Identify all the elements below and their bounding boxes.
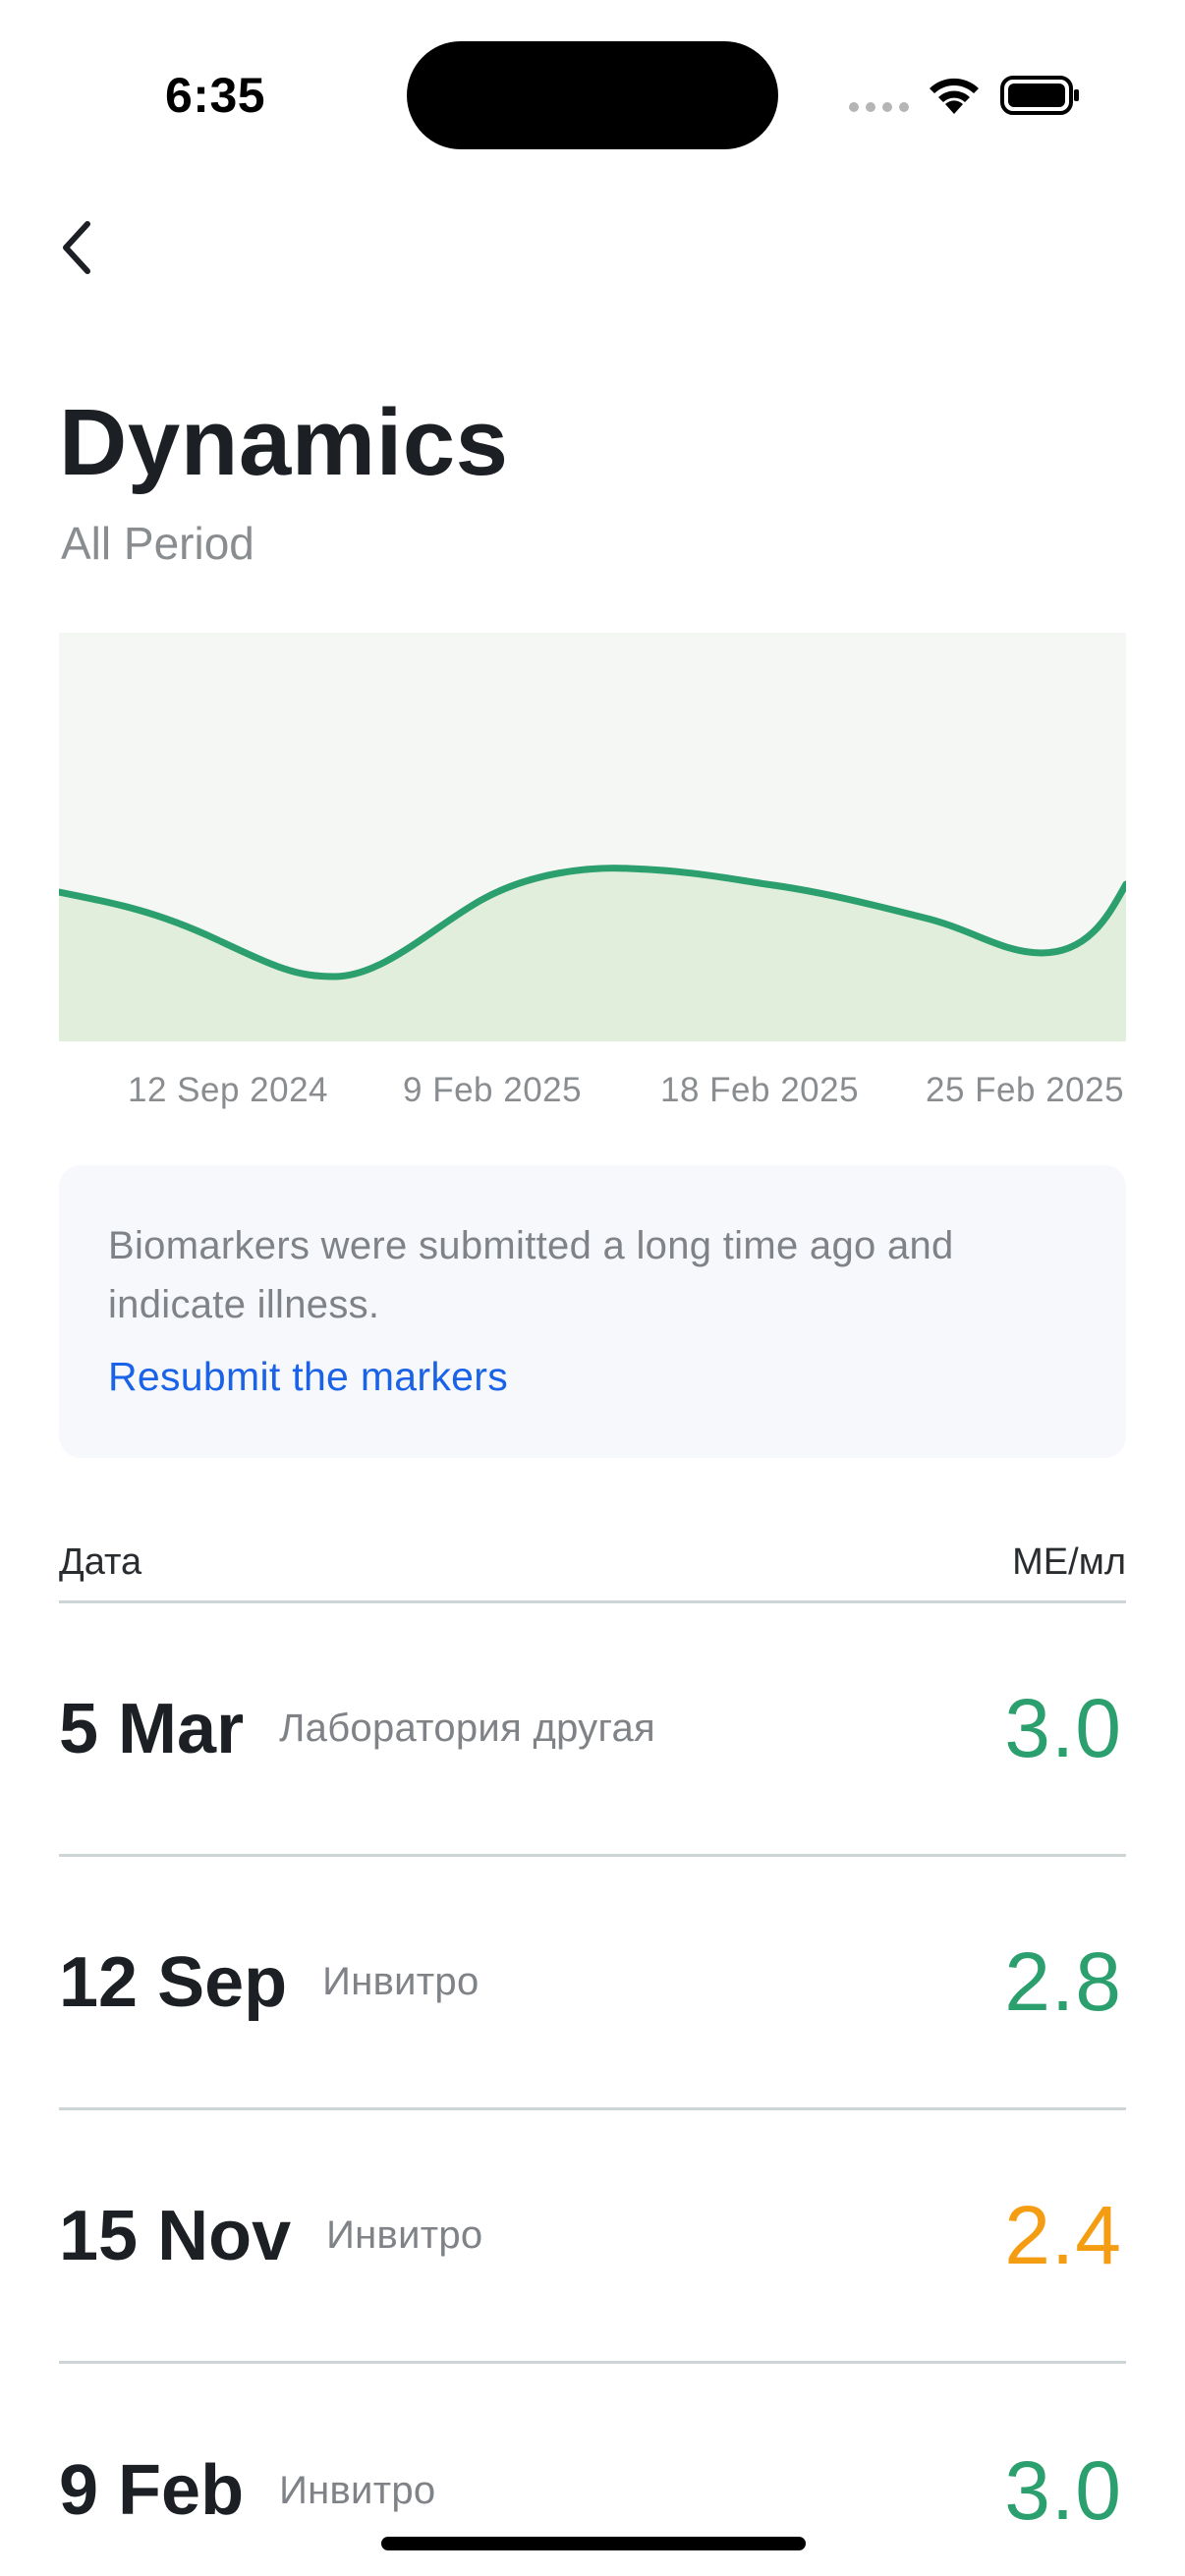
wifi-icon: [930, 78, 979, 114]
dynamic-island: [407, 41, 778, 149]
x-tick-label: 9 Feb 2025: [403, 1071, 583, 1109]
period-label: All Period: [61, 518, 254, 569]
warning-card: Biomarkers were submitted a long time ag…: [59, 1165, 1126, 1458]
results-list: 5 Mar Лаборатория другая 3.0 12 Sep Инви…: [59, 1603, 1126, 2576]
result-row[interactable]: 15 Nov Инвитро 2.4: [59, 2110, 1126, 2364]
result-date: 5 Mar: [59, 1689, 245, 1768]
result-row[interactable]: 12 Sep Инвитро 2.8: [59, 1857, 1126, 2110]
result-value: 3.0: [1004, 1682, 1122, 1774]
x-tick-label: 18 Feb 2025: [660, 1071, 860, 1109]
results-table-header: Дата МЕ/мл: [59, 1525, 1126, 1603]
status-time: 6:35: [165, 68, 266, 123]
result-value: 2.4: [1004, 2189, 1122, 2281]
result-value: 3.0: [1004, 2443, 1122, 2537]
chart-area-fill: [59, 868, 1126, 1041]
column-unit: МЕ/мл: [1012, 1541, 1126, 1583]
cellular-signal-icon: [849, 102, 909, 112]
result-date: 15 Nov: [59, 2196, 292, 2275]
result-row[interactable]: 9 Feb Инвитро 3.0: [59, 2364, 1126, 2576]
page-title: Dynamics: [59, 390, 509, 495]
battery-icon: [1000, 76, 1079, 115]
chart-x-axis: 12 Sep 2024 9 Feb 2025 18 Feb 2025 25 Fe…: [59, 1071, 1126, 1114]
home-indicator: [381, 2537, 806, 2550]
result-date: 9 Feb: [59, 2451, 245, 2530]
chevron-left-icon: [63, 221, 90, 274]
result-value: 2.8: [1004, 1935, 1122, 2028]
x-tick-label: 25 Feb 2025: [926, 1071, 1125, 1109]
result-date: 12 Sep: [59, 1942, 288, 2022]
resubmit-markers-link[interactable]: Resubmit the markers: [108, 1354, 509, 1399]
column-date: Дата: [59, 1541, 142, 1583]
result-lab: Лаборатория другая: [279, 1707, 655, 1750]
x-tick-label: 12 Sep 2024: [128, 1071, 329, 1109]
back-button[interactable]: [47, 212, 104, 283]
result-row[interactable]: 5 Mar Лаборатория другая 3.0: [59, 1603, 1126, 1857]
result-lab: Инвитро: [322, 1960, 480, 2003]
dynamics-chart: [59, 633, 1126, 1041]
result-lab: Инвитро: [326, 2213, 483, 2257]
result-lab: Инвитро: [279, 2468, 436, 2512]
chart-series-line: [59, 865, 1126, 980]
warning-message: Biomarkers were submitted a long time ag…: [108, 1224, 954, 1326]
